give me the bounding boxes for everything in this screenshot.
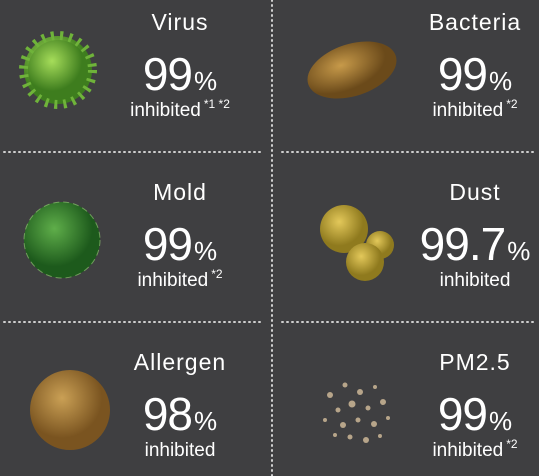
value-number: 99.7 <box>420 218 506 270</box>
value-number: 99 <box>438 388 487 440</box>
item-name: Virus <box>152 9 209 35</box>
value-number: 99 <box>143 48 192 100</box>
inhibited-label: inhibited <box>130 100 201 121</box>
item-name: PM2.5 <box>439 349 510 375</box>
mold-icon <box>24 202 100 278</box>
item-label: inhibited <box>145 440 216 461</box>
value-number: 99 <box>438 48 487 100</box>
footnote: *1 *2 <box>204 97 230 111</box>
footnote: *2 <box>506 97 518 111</box>
inhibited-label: inhibited <box>432 100 503 121</box>
inhibited-label: inhibited <box>145 440 216 461</box>
value-unit: % <box>489 406 512 436</box>
value-number: 98 <box>143 388 192 440</box>
item-name: Dust <box>449 179 500 205</box>
item-label: inhibited <box>440 270 511 291</box>
allergen-icon <box>30 370 110 450</box>
footnote: *2 <box>506 437 518 451</box>
value-unit: % <box>194 236 217 266</box>
virus-icon <box>24 36 92 104</box>
inhibited-label: inhibited <box>432 440 503 461</box>
inhibited-label: inhibited <box>137 270 208 291</box>
value-number: 99 <box>143 218 192 270</box>
item-name: Mold <box>153 179 207 205</box>
value-unit: % <box>194 66 217 96</box>
value-unit: % <box>194 406 217 436</box>
value-unit: % <box>507 236 530 266</box>
infographic: Virus99%inhibited*1 *2Bacteria99%inhibit… <box>0 0 539 476</box>
footnote: *2 <box>211 267 223 281</box>
item-name: Allergen <box>134 349 226 375</box>
inhibited-label: inhibited <box>440 270 511 291</box>
item-name: Bacteria <box>429 9 521 35</box>
value-unit: % <box>489 66 512 96</box>
